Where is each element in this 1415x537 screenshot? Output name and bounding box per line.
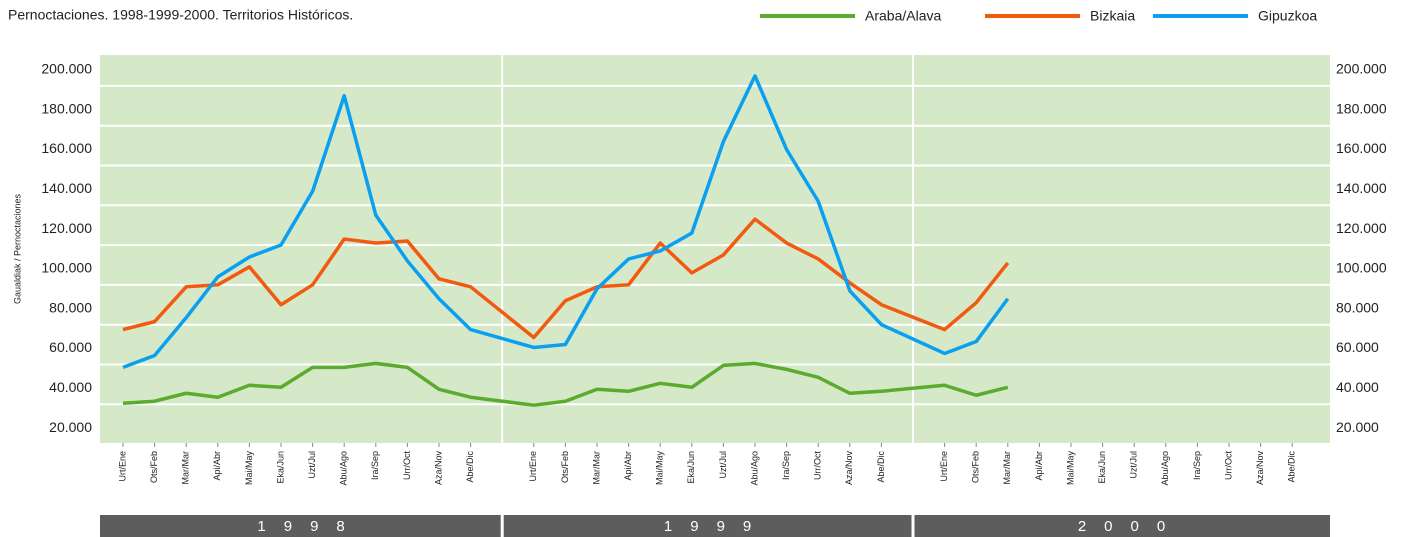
y-tick-label-right: 140.000 [1336,180,1387,196]
x-tick-label: Eka/Jun [686,451,696,484]
chart-title: Pernoctaciones. 1998-1999-2000. Territor… [8,7,353,23]
x-tick-label: Eka/Jun [1097,451,1107,484]
year-bar [100,515,501,537]
legend-label: Bizkaia [1090,8,1135,24]
year-label: 1998 [257,518,362,535]
series-line [122,217,1010,340]
legend-label: Araba/Alava [865,8,941,24]
x-tick-label: Uzt/Jul [1129,451,1139,479]
x-tick-label: Urt/Ene [939,451,949,482]
y-tick-label: 40.000 [49,379,92,395]
x-tick-label: Aza/Nov [1255,451,1265,486]
x-tick-label: Mar/Mar [591,451,601,485]
legend-label: Gipuzkoa [1258,8,1317,24]
x-tick-label: Urr/Oct [1223,451,1233,480]
series-line [122,361,1009,407]
y-tick-label-right: 20.000 [1336,419,1379,435]
y-tick-label: 180.000 [41,100,92,116]
x-tick-label: Abe/Dic [876,451,886,483]
year-bar [914,515,1330,537]
x-tick-label: Api/Abr [1034,451,1044,481]
y-tick-label: 120.000 [41,220,92,236]
year-label: 1999 [664,518,769,535]
series-line [122,74,1010,370]
x-tick-label: Aza/Nov [844,451,854,486]
x-tick-label: Ots/Feb [560,451,570,483]
y-tick-label-right: 180.000 [1336,100,1387,116]
y-tick-label-right: 200.000 [1336,61,1387,77]
x-tick-label: Uzt/Jul [307,451,317,479]
x-tick-label: Eka/Jun [275,451,285,484]
x-tick-label: Urt/Ene [528,451,538,482]
x-tick-label: Ira/Sep [781,451,791,480]
y-axis-label: Gaualdiak / Pernoctaciones [12,193,22,304]
y-tick-label: 200.000 [41,61,92,77]
x-tick-label: Abe/Dic [465,451,475,483]
x-tick-label: Urt/Ene [117,451,127,482]
y-tick-label-right: 80.000 [1336,299,1379,315]
x-tick-label: Ira/Sep [1192,451,1202,480]
x-tick-label: Mai/May [244,451,254,486]
x-tick-label: Abu/Ago [1160,451,1170,486]
x-tick-label: Mai/May [655,451,665,486]
x-tick-label: Ots/Feb [971,451,981,483]
y-tick-label: 100.000 [41,260,92,276]
x-tick-label: Abu/Ago [339,451,349,486]
x-tick-label: Aza/Nov [433,451,443,486]
year-bar [503,515,912,537]
plot-area [100,55,1330,443]
x-tick-label: Abu/Ago [749,451,759,486]
x-tick-label: Api/Abr [212,451,222,481]
y-tick-label: 80.000 [49,299,92,315]
x-tick-label: Abe/Dic [1287,451,1297,483]
x-tick-label: Ots/Feb [149,451,159,483]
y-tick-label: 140.000 [41,180,92,196]
x-tick-label: Urr/Oct [402,451,412,480]
y-tick-label: 20.000 [49,419,92,435]
x-tick-label: Mar/Mar [181,451,191,485]
y-tick-label: 160.000 [41,140,92,156]
x-tick-label: Api/Abr [623,451,633,481]
y-tick-label-right: 160.000 [1336,140,1387,156]
y-tick-label-right: 40.000 [1336,379,1379,395]
y-tick-label: 60.000 [49,339,92,355]
x-tick-label: Urr/Oct [813,451,823,480]
x-tick-label: Mar/Mar [1002,451,1012,485]
y-tick-label-right: 100.000 [1336,260,1387,276]
y-tick-label-right: 120.000 [1336,220,1387,236]
x-tick-label: Ira/Sep [370,451,380,480]
y-tick-label-right: 60.000 [1336,339,1379,355]
x-tick-label: Mai/May [1065,451,1075,486]
year-label: 2000 [1078,518,1183,535]
x-tick-label: Uzt/Jul [718,451,728,479]
